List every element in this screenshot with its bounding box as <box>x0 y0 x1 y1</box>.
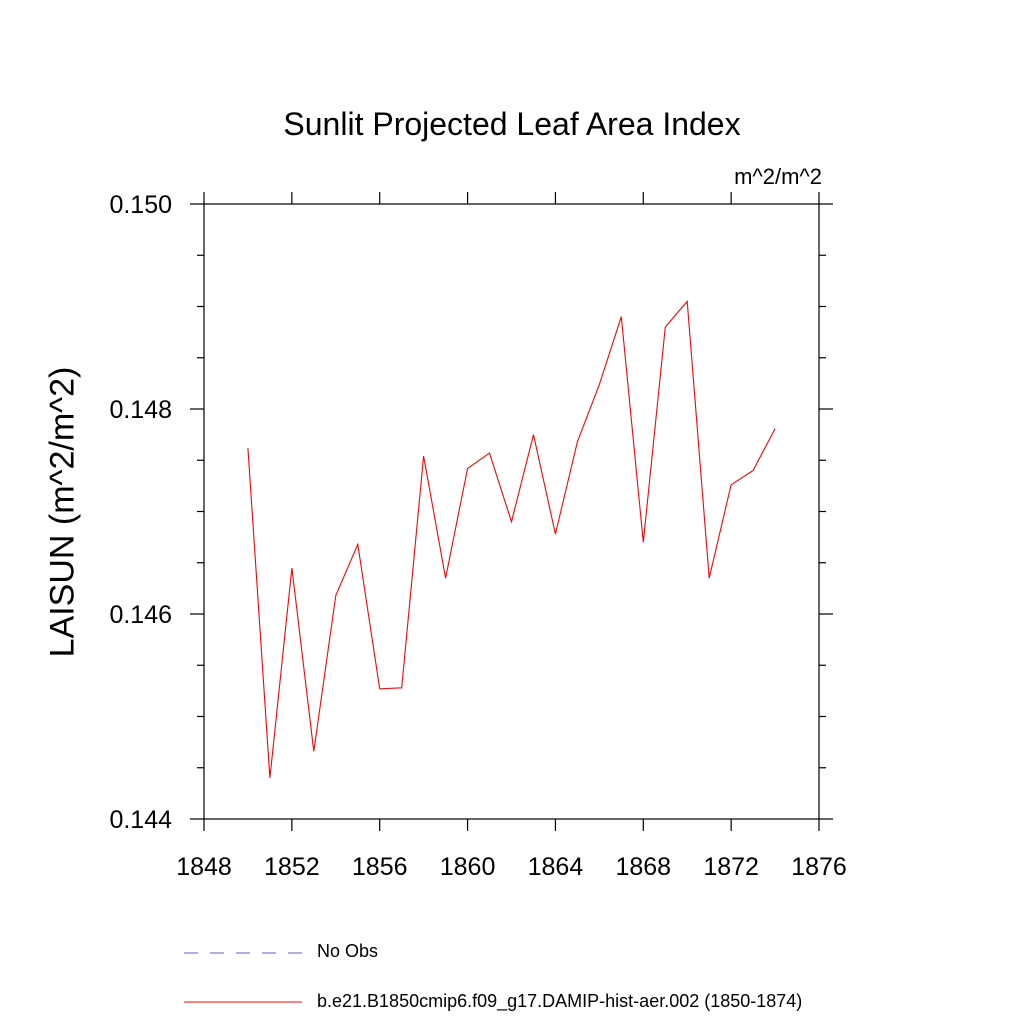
y-axis-label: LAISUN (m^2/m^2) <box>43 366 82 658</box>
chart-title: Sunlit Projected Leaf Area Index <box>283 106 741 142</box>
x-tick-label: 1856 <box>352 853 408 881</box>
x-tick-label: 1852 <box>264 853 320 881</box>
legend-label-no-obs: No Obs <box>317 941 379 961</box>
plot-frame <box>203 203 820 820</box>
y-tick-label: 0.146 <box>109 601 172 629</box>
x-tick-label: 1876 <box>791 853 847 881</box>
x-tick-label: 1872 <box>703 853 759 881</box>
x-tick-label: 1860 <box>440 853 496 881</box>
legend-label-model-run: b.e21.B1850cmip6.f09_g17.DAMIP-hist-aer.… <box>317 991 803 1011</box>
legend-lines <box>184 952 302 1003</box>
units-label: m^2/m^2 <box>734 164 822 189</box>
y-tick-label: 0.144 <box>109 806 172 834</box>
x-tick-label: 1848 <box>176 853 232 881</box>
y-tick-label: 0.148 <box>109 396 172 424</box>
series-layer <box>247 300 776 779</box>
axis-ticks: 1848 1852 1856 1860 1864 1868 1872 1876 0.144 0.1… <box>109 191 846 881</box>
series-line <box>247 300 776 779</box>
x-tick-label: 1868 <box>615 853 671 881</box>
x-tick-label: 1864 <box>528 853 584 881</box>
y-tick-label: 0.150 <box>109 191 172 219</box>
